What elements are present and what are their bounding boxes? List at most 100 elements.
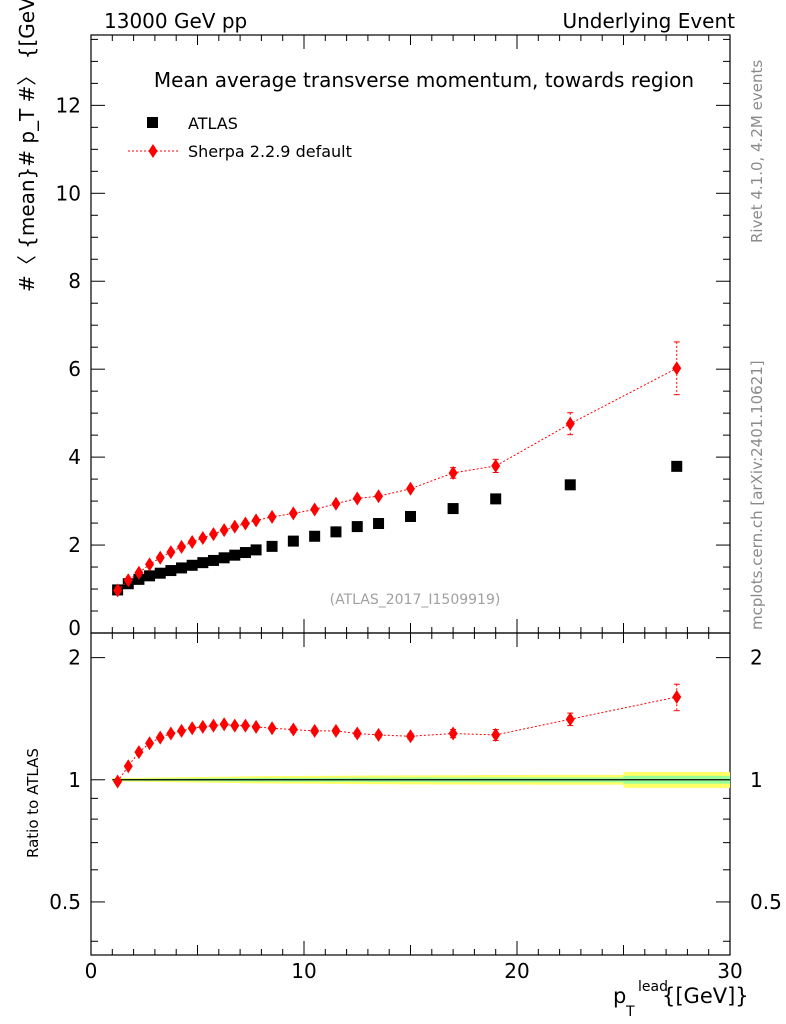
ratio-data-point — [374, 727, 384, 742]
ratio-data-point — [134, 745, 144, 760]
sherpa-data-point — [177, 539, 187, 554]
atlas-data-point — [165, 565, 177, 577]
x-axis-label-sup: lead — [638, 979, 668, 995]
ratio-series-line — [117, 696, 677, 782]
x-axis-label-main: p — [613, 984, 626, 1008]
ratio-data-point — [251, 719, 261, 734]
sherpa-data-point — [240, 516, 250, 531]
legend-sherpa-marker — [148, 144, 158, 158]
atlas-data-point — [207, 554, 219, 566]
ratio-data-point — [198, 719, 208, 734]
sherpa-data-point — [166, 545, 176, 560]
sherpa-data-point — [352, 491, 362, 506]
ratio-y-tick-label-right: 1 — [750, 768, 763, 792]
rivet-version-label: Rivet 4.1.0, 4.2M events — [748, 60, 766, 243]
atlas-data-point — [154, 567, 166, 579]
ratio-data-point — [240, 718, 250, 733]
atlas-data-point — [330, 526, 342, 538]
sherpa-data-point — [288, 506, 298, 521]
sherpa-data-point — [448, 465, 458, 480]
x-tick-label: 10 — [291, 959, 316, 983]
ratio-data-point — [565, 712, 575, 727]
atlas-data-point — [490, 493, 502, 505]
atlas-data-point — [287, 535, 299, 547]
y-tick-label: 10 — [56, 181, 81, 205]
atlas-data-point — [309, 530, 321, 542]
y-tick-label: 6 — [68, 357, 81, 381]
atlas-data-point — [176, 562, 188, 574]
sherpa-data-point — [145, 557, 155, 572]
y-axis-label: #〈 {mean}# p_T #〉 {[GeV]} — [15, 0, 39, 292]
mcplots-label: mcplots.cern.ch [arXiv:2401.10621] — [748, 360, 766, 630]
legend-atlas-label: ATLAS — [188, 114, 238, 133]
y-tick-label: 2 — [68, 533, 81, 557]
header-energy-label: 13000 GeV pp — [104, 9, 247, 33]
ratio-data-point — [166, 726, 176, 741]
x-axis-label-sub: T — [625, 1004, 635, 1020]
ratio-data-point — [155, 730, 165, 745]
sherpa-data-point — [491, 458, 501, 473]
atlas-data-point — [229, 549, 241, 561]
sherpa-data-point — [374, 489, 384, 504]
ratio-y-tick-label: 0.5 — [49, 890, 81, 914]
sherpa-data-point — [565, 416, 575, 431]
atlas-data-point — [373, 518, 385, 530]
ratio-data-point — [230, 718, 240, 733]
main-plot-frame — [90, 34, 731, 634]
ratio-data-point — [113, 774, 123, 789]
ratio-y-tick-label-right: 0.5 — [750, 890, 782, 914]
sherpa-data-point — [123, 573, 133, 588]
sherpa-data-point — [113, 583, 123, 598]
atlas-data-point — [351, 521, 363, 533]
x-tick-label: 20 — [504, 959, 529, 983]
atlas-data-point — [239, 547, 251, 559]
ratio-plot-frame — [90, 632, 731, 956]
sherpa-data-point — [230, 519, 240, 534]
ratio-y-tick-label: 1 — [68, 768, 81, 792]
y-tick-label: 4 — [68, 445, 81, 469]
sherpa-data-point — [331, 496, 341, 511]
atlas-data-point — [197, 557, 209, 569]
atlas-data-point — [218, 552, 230, 564]
ratio-data-point — [208, 718, 218, 733]
sherpa-data-point — [198, 531, 208, 546]
ratio-data-point — [187, 721, 197, 736]
atlas-data-point — [405, 510, 416, 522]
ratio-data-point — [331, 723, 341, 738]
sherpa-data-point — [310, 502, 320, 517]
ratio-data-point — [310, 723, 320, 738]
sherpa-data-point — [251, 513, 261, 528]
sherpa-data-point — [187, 534, 197, 549]
sherpa-data-point — [267, 509, 277, 524]
sherpa-data-point — [155, 550, 165, 565]
ratio-data-point — [177, 723, 187, 738]
atlas-data-point — [144, 570, 156, 582]
atlas-data-point — [447, 503, 459, 515]
atlas-data-point — [564, 479, 576, 491]
x-axis-label: p lead T {[GeV]} — [613, 979, 749, 1020]
ratio-y-tick-label: 2 — [68, 646, 81, 670]
ratio-data-point — [288, 722, 298, 737]
chart-title: Mean average transverse momentum, toward… — [154, 68, 694, 92]
ratio-data-point — [448, 726, 458, 741]
sherpa-data-point — [134, 565, 144, 580]
ratio-data-point — [491, 727, 501, 742]
sherpa-data-point — [219, 523, 229, 538]
y-tick-label: 8 — [68, 269, 81, 293]
ratio-y-tick-label-right: 2 — [750, 646, 763, 670]
legend-atlas-marker — [147, 117, 158, 128]
atlas-data-point — [250, 544, 262, 556]
sherpa-data-point — [406, 481, 415, 496]
ratio-data-point — [145, 736, 155, 751]
atlas-data-point — [266, 540, 278, 552]
x-tick-label: 0 — [85, 959, 98, 983]
x-tick-label: 30 — [717, 959, 742, 983]
sherpa-data-point — [672, 361, 682, 376]
legend-sherpa-label: Sherpa 2.2.9 default — [188, 142, 352, 161]
atlas-data-point — [186, 559, 198, 571]
atlas-data-point — [671, 460, 683, 472]
ratio-data-point — [267, 721, 277, 736]
sherpa-series-line — [117, 367, 677, 591]
ratio-data-point — [352, 726, 362, 741]
